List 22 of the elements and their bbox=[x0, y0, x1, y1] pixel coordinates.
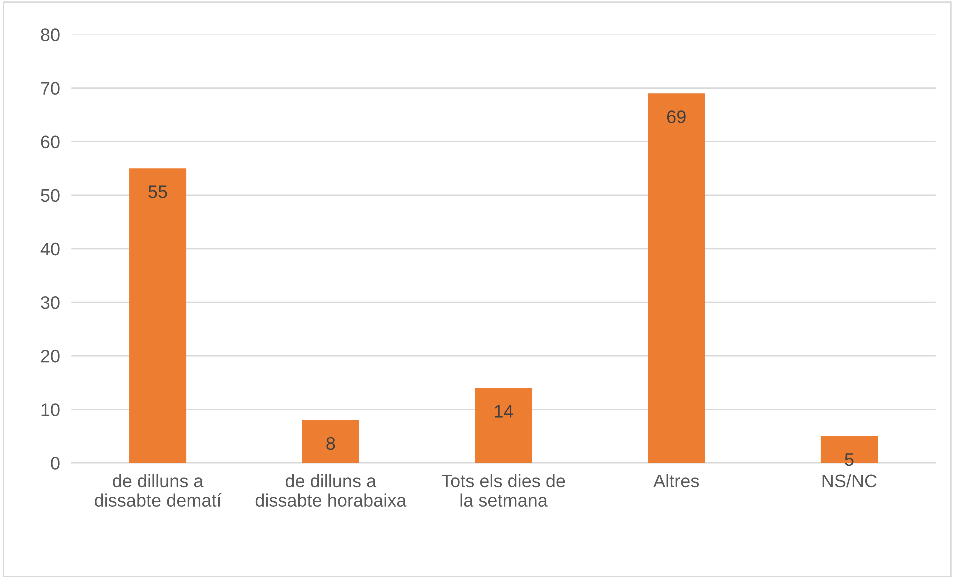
data-label: 8 bbox=[326, 437, 336, 450]
x-tick-label: Altres bbox=[654, 474, 700, 488]
y-tick-label: 50 bbox=[41, 189, 60, 202]
x-tick-label: de dilluns a dissabte horabaixa bbox=[256, 474, 407, 508]
y-tick-label: 60 bbox=[41, 136, 60, 149]
bar bbox=[648, 94, 706, 464]
bar bbox=[130, 168, 187, 464]
data-label: 69 bbox=[667, 110, 686, 124]
x-tick-label: Tots els dies de la setmana bbox=[442, 474, 566, 508]
y-tick-label: 10 bbox=[42, 404, 60, 416]
bar bbox=[302, 420, 360, 464]
data-label: 55 bbox=[148, 186, 168, 198]
y-tick-label: 80 bbox=[41, 28, 60, 42]
x-tick-label: de dilluns a dissabte dematí bbox=[95, 474, 222, 508]
x-tick-label: NS/NC bbox=[822, 474, 877, 488]
y-tick-label: 0 bbox=[51, 457, 60, 470]
y-tick-label: 70 bbox=[41, 82, 60, 96]
y-tick-label: 20 bbox=[41, 350, 60, 363]
y-tick-label: 30 bbox=[41, 296, 60, 310]
bar bbox=[475, 388, 532, 464]
y-tick-label: 40 bbox=[40, 242, 60, 256]
data-label: 14 bbox=[495, 405, 514, 418]
